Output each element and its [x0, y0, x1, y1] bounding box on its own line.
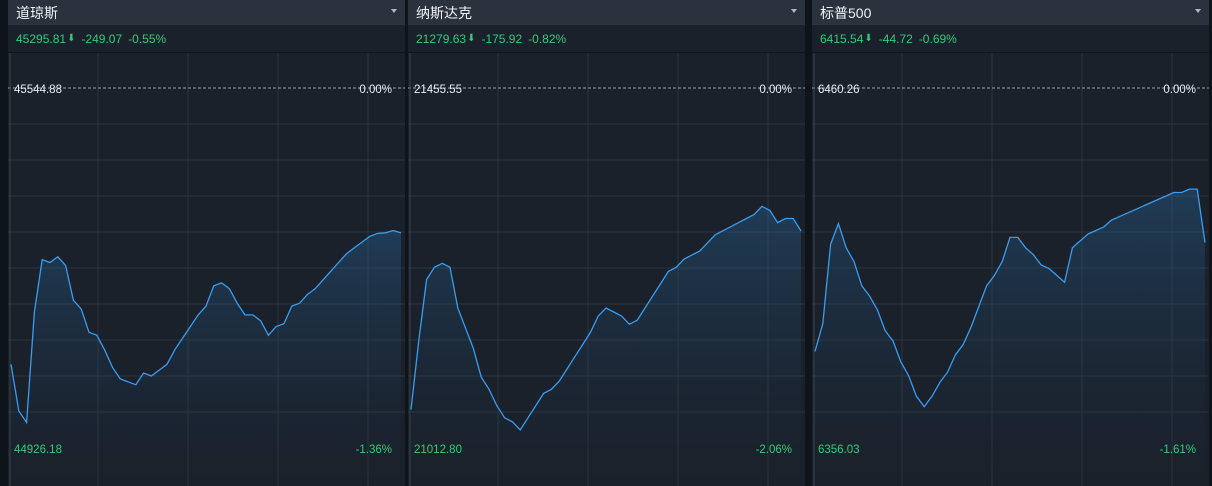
price-area-fill	[815, 189, 1205, 486]
chart-bottom-percent: -1.36%	[356, 444, 392, 456]
panel-title: 标普500	[820, 4, 872, 21]
index-panel-nasdaq: 纳斯达克 21279.63 ⬇ -175.92 -0.82% 21455.55 0…	[408, 0, 805, 486]
quote-row: 21279.63 ⬇ -175.92 -0.82%	[408, 25, 805, 53]
chart-bottom-value: 6356.03	[818, 444, 860, 456]
chart-top-value: 45544.88	[14, 84, 62, 96]
chart-top-value: 6460.26	[818, 84, 860, 96]
price-line	[410, 205, 802, 431]
price-area-fill	[411, 206, 801, 486]
chevron-down-icon[interactable]	[391, 9, 397, 13]
change-value: -249.07	[81, 31, 123, 46]
price-area	[410, 205, 802, 486]
price-value: 45295.81	[16, 31, 67, 46]
change-value: -175.92	[481, 31, 523, 46]
intraday-chart: 45544.88 0.00% 44926.18 -1.36%	[8, 53, 405, 486]
intraday-chart: 6460.26 0.00% 6356.03 -1.61%	[812, 53, 1209, 486]
change-percent: -0.55%	[128, 31, 167, 46]
price-value: 6415.54	[820, 31, 864, 46]
intraday-chart: 21455.55 0.00% 21012.80 -2.06%	[408, 53, 805, 486]
down-arrow-icon: ⬇	[864, 33, 873, 44]
chart-bottom-percent: -2.06%	[756, 444, 792, 456]
price-line	[814, 188, 1206, 408]
chevron-down-icon[interactable]	[1195, 9, 1201, 13]
chart-bottom-value: 44926.18	[14, 444, 62, 456]
panel-header[interactable]: 纳斯达克	[408, 0, 805, 25]
price-line	[10, 229, 402, 425]
down-arrow-icon: ⬇	[467, 33, 476, 44]
chart-bottom-value: 21012.80	[414, 444, 462, 456]
chart-top-percent: 0.00%	[759, 84, 792, 96]
index-panel-sp500: 标普500 6415.54 ⬇ -44.72 -0.69% 6460.26 0.0…	[812, 0, 1209, 486]
chart-bottom-percent: -1.61%	[1160, 444, 1196, 456]
panel-title: 道琼斯	[16, 4, 58, 21]
chart-top-percent: 0.00%	[359, 84, 392, 96]
down-arrow-icon: ⬇	[67, 33, 76, 44]
change-percent: -0.69%	[918, 31, 957, 46]
price-area-fill	[11, 230, 401, 486]
panel-header[interactable]: 道琼斯	[8, 0, 405, 25]
chevron-down-icon[interactable]	[791, 9, 797, 13]
index-panel-dow: 道琼斯 45295.81 ⬇ -249.07 -0.55% 45544.88 0.…	[8, 0, 405, 486]
chart-top-percent: 0.00%	[1163, 84, 1196, 96]
price-value: 21279.63	[416, 31, 467, 46]
chart-top-value: 21455.55	[414, 84, 462, 96]
price-area	[10, 229, 402, 486]
quote-row: 45295.81 ⬇ -249.07 -0.55%	[8, 25, 405, 53]
panel-header[interactable]: 标普500	[812, 0, 1209, 25]
panel-title: 纳斯达克	[416, 4, 472, 21]
quote-row: 6415.54 ⬇ -44.72 -0.69%	[812, 25, 1209, 53]
change-percent: -0.82%	[528, 31, 567, 46]
price-area	[814, 188, 1206, 486]
change-value: -44.72	[878, 31, 913, 46]
